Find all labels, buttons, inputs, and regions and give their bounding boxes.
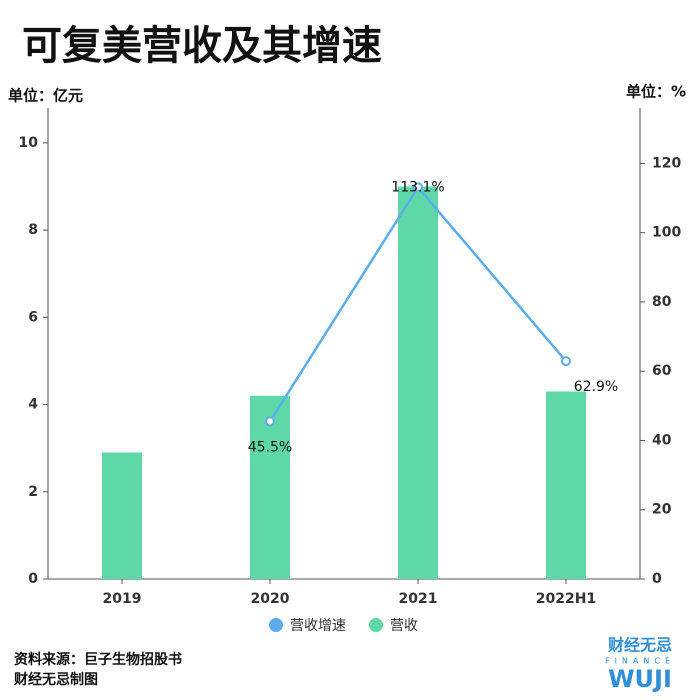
legend-marker bbox=[269, 618, 283, 632]
line-point bbox=[413, 182, 423, 193]
y-tick-label: 4 bbox=[28, 397, 38, 413]
legend-label: 营收增速 bbox=[290, 618, 346, 634]
bar bbox=[102, 452, 142, 579]
y2-tick-label: 120 bbox=[652, 155, 681, 171]
data-label: 62.9% bbox=[574, 379, 618, 395]
y2-tick-label: 20 bbox=[652, 502, 672, 518]
x-tick-label: 2019 bbox=[103, 591, 142, 607]
legend-marker bbox=[369, 618, 383, 632]
y2-tick-label: 40 bbox=[652, 432, 672, 448]
y2-tick-label: 60 bbox=[652, 363, 672, 379]
logo-text: 财经无忌 bbox=[607, 636, 672, 655]
line-point bbox=[561, 356, 571, 367]
y2-tick-label: 0 bbox=[652, 571, 662, 587]
y-tick-label: 0 bbox=[28, 571, 38, 587]
data-label: 45.5% bbox=[248, 439, 292, 455]
y-tick-label: 8 bbox=[28, 222, 38, 238]
y2-tick-label: 100 bbox=[652, 225, 681, 241]
bar bbox=[546, 391, 586, 579]
logo-text: FINANCE bbox=[605, 657, 675, 666]
y-tick-label: 6 bbox=[28, 309, 38, 325]
x-tick-label: 2020 bbox=[251, 591, 290, 607]
x-tick-label: 2022H1 bbox=[536, 591, 596, 607]
line-point bbox=[265, 416, 275, 427]
x-tick-label: 2021 bbox=[399, 591, 438, 607]
legend-label: 营收 bbox=[390, 618, 418, 634]
y2-tick-label: 80 bbox=[652, 294, 672, 310]
y-tick-label: 10 bbox=[19, 135, 39, 151]
chart-title: 可复美营收及其增速 bbox=[22, 23, 382, 69]
y2-axis-label: 单位：% bbox=[626, 83, 686, 101]
y-tick-label: 2 bbox=[28, 484, 38, 500]
logo-text: WUJI bbox=[608, 665, 672, 693]
source-note: 财经无忌制图 bbox=[13, 671, 98, 688]
bar bbox=[398, 186, 438, 579]
source-note: 资料来源：巨子生物招股书 bbox=[14, 651, 182, 668]
y-axis-label: 单位：亿元 bbox=[8, 87, 83, 105]
data-label: 113.1% bbox=[391, 179, 444, 195]
